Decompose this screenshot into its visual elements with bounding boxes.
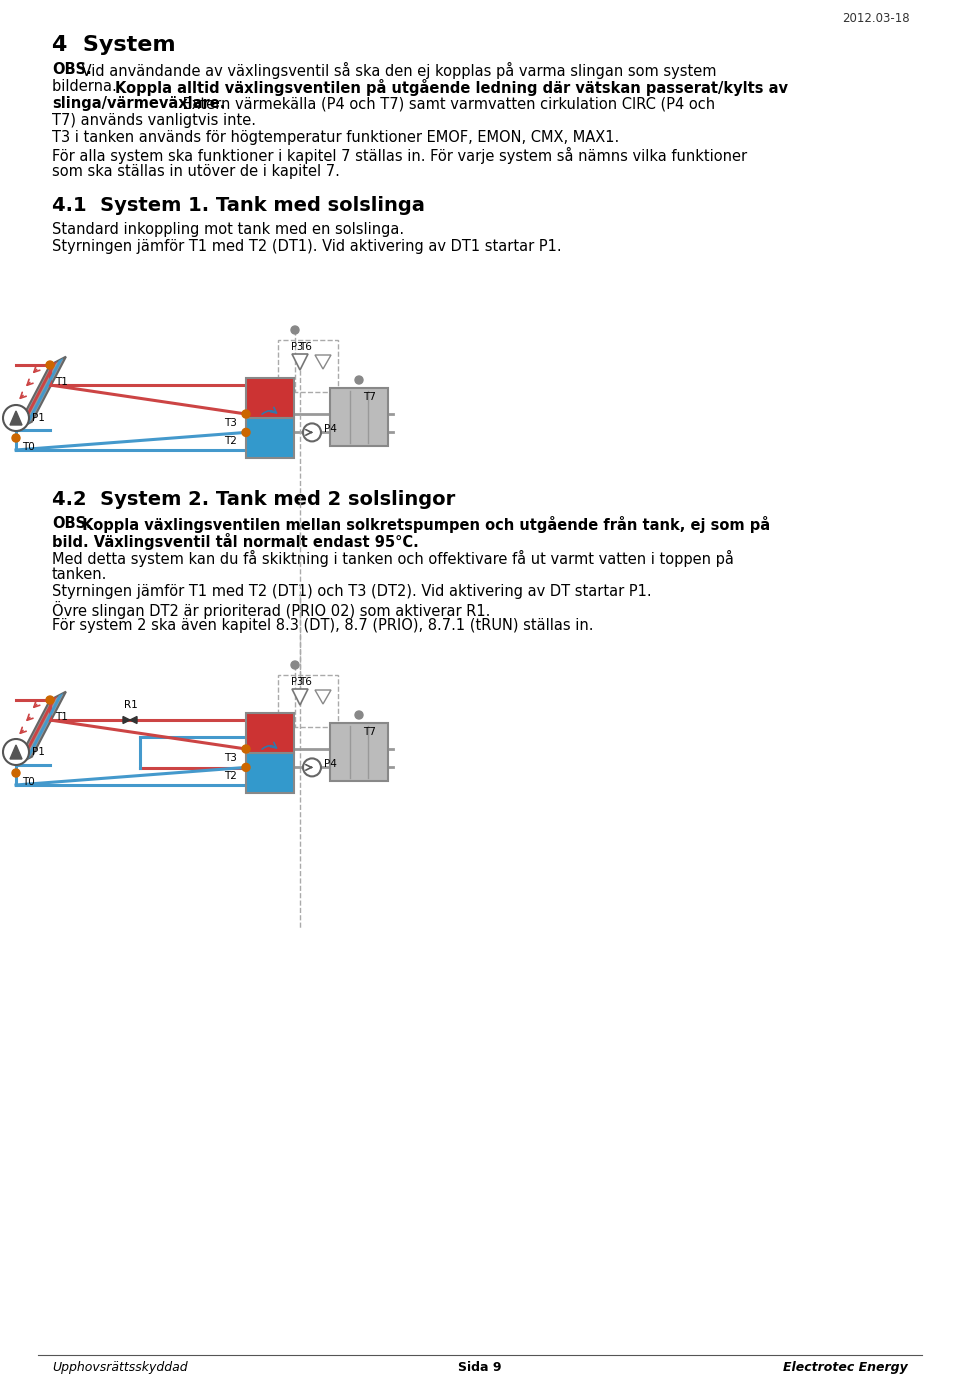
Text: 4.2  System 2. Tank med 2 solslingor: 4.2 System 2. Tank med 2 solslingor (52, 491, 455, 509)
Text: T3 i tanken används för högtemperatur funktioner EMOF, EMON, CMX, MAX1.: T3 i tanken används för högtemperatur fu… (52, 130, 619, 145)
Polygon shape (292, 690, 308, 705)
Text: För alla system ska funktioner i kapitel 7 ställas in. För varje system så nämns: För alla system ska funktioner i kapitel… (52, 146, 747, 164)
Bar (330, 723, 388, 781)
Circle shape (46, 361, 54, 369)
Bar (330, 388, 388, 446)
Circle shape (242, 428, 250, 437)
Circle shape (3, 405, 29, 431)
Text: T2: T2 (224, 437, 237, 446)
Bar (246, 417, 294, 457)
Text: T0: T0 (22, 442, 35, 452)
Polygon shape (25, 692, 63, 760)
Text: 4.1  System 1. Tank med solslinga: 4.1 System 1. Tank med solslinga (52, 196, 425, 216)
Circle shape (3, 739, 29, 766)
Text: Koppla alltid växlingsventilen på utgående ledning där vätskan passerat/kylts av: Koppla alltid växlingsventilen på utgåen… (115, 79, 788, 95)
Circle shape (355, 376, 363, 384)
Text: Extern värmekälla (P4 och T7) samt varmvatten cirkulation CIRC (P4 och: Extern värmekälla (P4 och T7) samt varmv… (178, 95, 715, 111)
Text: Standard inkoppling mot tank med en solslinga.: Standard inkoppling mot tank med en sols… (52, 223, 404, 236)
Text: OBS.: OBS. (52, 62, 92, 77)
Text: P3: P3 (291, 341, 303, 352)
Text: P1: P1 (32, 748, 45, 757)
Text: Styrningen jämför T1 med T2 (DT1) och T3 (DT2). Vid aktivering av DT startar P1.: Styrningen jämför T1 med T2 (DT1) och T3… (52, 585, 652, 598)
Text: P3: P3 (291, 677, 303, 687)
Circle shape (242, 745, 250, 753)
Circle shape (355, 710, 363, 719)
Polygon shape (292, 354, 308, 370)
Text: T7) används vanligtvis inte.: T7) används vanligtvis inte. (52, 113, 256, 129)
Circle shape (46, 697, 54, 703)
Bar (246, 379, 294, 417)
Polygon shape (315, 355, 331, 369)
Circle shape (242, 410, 250, 417)
Circle shape (12, 768, 20, 777)
Text: T3: T3 (224, 417, 237, 428)
Text: T6: T6 (299, 677, 312, 687)
Circle shape (303, 759, 321, 777)
Polygon shape (25, 358, 63, 426)
Text: För system 2 ska även kapitel 8.3 (DT), 8.7 (PRIO), 8.7.1 (tRUN) ställas in.: För system 2 ska även kapitel 8.3 (DT), … (52, 618, 593, 633)
Text: bilderna.: bilderna. (52, 79, 121, 94)
Text: P4: P4 (324, 424, 337, 434)
Text: som ska ställas in utöver de i kapitel 7.: som ska ställas in utöver de i kapitel 7… (52, 164, 340, 180)
Polygon shape (130, 716, 137, 724)
Circle shape (291, 326, 299, 334)
Text: T0: T0 (22, 777, 35, 786)
Polygon shape (18, 361, 57, 428)
Text: P4: P4 (324, 759, 337, 770)
Text: Koppla växlingsventilen mellan solkretspumpen och utgående från tank, ej som på: Koppla växlingsventilen mellan solkretsp… (77, 515, 770, 533)
Bar (278, 674, 338, 727)
Text: R1: R1 (124, 701, 137, 710)
Polygon shape (123, 716, 130, 724)
Circle shape (242, 763, 250, 771)
Polygon shape (10, 745, 22, 759)
Text: T7: T7 (363, 392, 376, 402)
Text: Övre slingan DT2 är prioriterad (PRIO 02) som aktiverar R1.: Övre slingan DT2 är prioriterad (PRIO 02… (52, 601, 491, 619)
Circle shape (291, 661, 299, 669)
Text: Upphovsrättsskyddad: Upphovsrättsskyddad (52, 1361, 187, 1374)
Bar (246, 753, 294, 793)
Polygon shape (18, 697, 57, 764)
Text: bild. Växlingsventil tål normalt endast 95°C.: bild. Växlingsventil tål normalt endast … (52, 533, 419, 550)
Text: T3: T3 (224, 753, 237, 763)
Text: T1: T1 (55, 712, 68, 721)
Text: T6: T6 (299, 341, 312, 352)
Text: P1: P1 (32, 413, 45, 423)
Circle shape (12, 434, 20, 442)
Text: 2012.03-18: 2012.03-18 (842, 12, 910, 25)
Polygon shape (16, 691, 66, 766)
Text: Med detta system kan du få skiktning i tanken och offektivare få ut varmt vatten: Med detta system kan du få skiktning i t… (52, 550, 733, 567)
Polygon shape (315, 690, 331, 703)
Text: T1: T1 (55, 377, 68, 387)
Circle shape (303, 423, 321, 441)
Text: Electrotec Energy: Electrotec Energy (783, 1361, 908, 1374)
Text: tanken.: tanken. (52, 567, 108, 582)
Text: Sida 9: Sida 9 (458, 1361, 502, 1374)
Text: slinga/värmeväxlare.: slinga/värmeväxlare. (52, 95, 226, 111)
Text: Vid användande av växlingsventil så ska den ej kopplas på varma slingan som syst: Vid användande av växlingsventil så ska … (77, 62, 717, 79)
Text: OBS.: OBS. (52, 515, 92, 531)
Text: 4  System: 4 System (52, 35, 176, 55)
Bar (278, 340, 338, 392)
Bar (246, 713, 294, 753)
Polygon shape (16, 357, 66, 430)
Polygon shape (10, 410, 22, 426)
Text: T7: T7 (363, 727, 376, 737)
Text: T2: T2 (224, 771, 237, 781)
Text: Styrningen jämför T1 med T2 (DT1). Vid aktivering av DT1 startar P1.: Styrningen jämför T1 med T2 (DT1). Vid a… (52, 239, 562, 254)
